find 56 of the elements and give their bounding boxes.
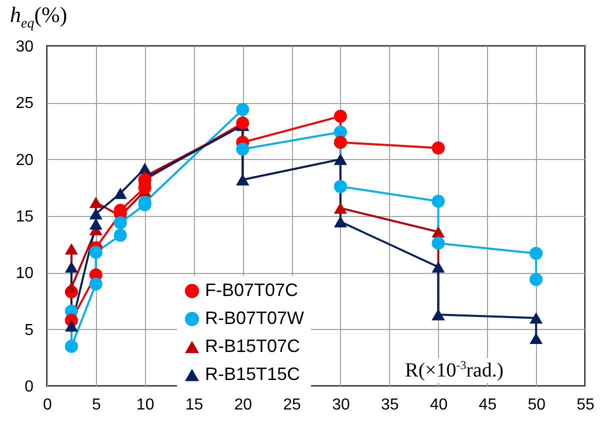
- y-tick-label: 25: [16, 95, 34, 112]
- point: [432, 236, 445, 250]
- point: [89, 218, 102, 230]
- point: [236, 116, 250, 130]
- point: [530, 272, 543, 286]
- x-tick-label: 40: [430, 396, 448, 414]
- x-tick-label: 5: [92, 396, 101, 414]
- point: [432, 194, 445, 208]
- x-tick-label: 0: [43, 396, 52, 414]
- legend-label: F-B07T07C: [205, 280, 298, 300]
- point: [334, 110, 347, 123]
- legend-label: R-B07T07W: [205, 308, 304, 328]
- point: [530, 312, 543, 324]
- point: [530, 332, 543, 344]
- x-tick-label: 10: [136, 396, 154, 414]
- x-tick-label: 35: [380, 396, 399, 414]
- y-tick-label: 30: [16, 38, 34, 56]
- point: [89, 196, 102, 208]
- legend-label: R-B15T15C: [205, 364, 300, 384]
- y-axis-title: h$_{eq}$(%): [10, 2, 68, 32]
- point: [432, 261, 445, 273]
- point: [334, 202, 347, 214]
- point: [334, 180, 347, 194]
- point: [432, 141, 445, 155]
- point: [89, 246, 102, 259]
- y-tick-label: 20: [16, 152, 34, 169]
- point: [334, 136, 347, 149]
- point: [334, 216, 347, 228]
- x-tick-label: 45: [478, 396, 497, 414]
- point: [114, 228, 127, 242]
- point: [64, 282, 78, 294]
- point: [114, 204, 127, 217]
- point: [64, 261, 78, 273]
- point: [236, 102, 250, 116]
- y-tick-label: 15: [16, 208, 34, 226]
- point: [64, 340, 78, 353]
- x-tick-label: 25: [283, 396, 302, 414]
- point: [236, 142, 250, 156]
- point: [530, 246, 543, 260]
- point: [114, 188, 127, 199]
- legend-label: R-B15T07C: [205, 336, 300, 356]
- x-tick-label: 50: [528, 396, 546, 414]
- x-axis-title: R(×10$^{-3}$rad.): [405, 358, 504, 383]
- x-tick-label: 30: [332, 396, 350, 414]
- point: [114, 216, 127, 230]
- point: [64, 243, 78, 255]
- y-tick-label: 0: [24, 378, 34, 396]
- x-tick-label: 15: [185, 396, 204, 414]
- point: [64, 320, 78, 332]
- point: [432, 226, 445, 238]
- y-tick-label: 5: [24, 322, 34, 339]
- x-tick-label: 20: [234, 396, 252, 414]
- point: [89, 277, 102, 291]
- point: [89, 208, 102, 220]
- x-tick-label: 55: [576, 396, 594, 414]
- y-tick-label: 10: [16, 265, 34, 282]
